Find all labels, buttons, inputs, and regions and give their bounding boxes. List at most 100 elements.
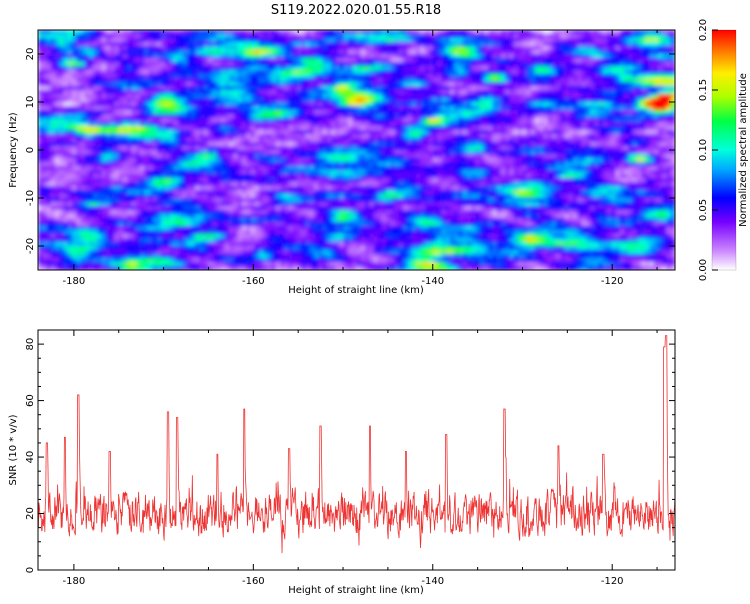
heatmap-cell (437, 54, 443, 59)
heatmap-cell (658, 146, 663, 151)
heatmap-cell (551, 70, 557, 75)
heatmap-cell (54, 54, 60, 59)
heatmap-cell (169, 102, 175, 107)
heatmap-cell (624, 54, 629, 59)
heatmap-cell (148, 42, 154, 47)
heatmap-cell (348, 98, 353, 103)
heatmap-cell (505, 86, 510, 91)
heatmap-cell (348, 86, 353, 91)
heatmap-cell (590, 62, 595, 67)
heatmap-cell (496, 70, 502, 75)
heatmap-cell (386, 82, 392, 87)
heatmap-cell (271, 130, 277, 135)
heatmap-cell (292, 110, 298, 115)
heatmap-cell (224, 42, 230, 47)
heatmap-cell (67, 54, 73, 59)
heatmap-cell (186, 118, 192, 123)
heatmap-cell (420, 102, 426, 107)
heatmap-cell (203, 150, 209, 155)
heatmap-cell (432, 130, 438, 135)
heatmap-cell (71, 34, 77, 39)
heatmap-cell (403, 106, 409, 111)
heatmap-cell (275, 138, 281, 143)
heatmap-cell (415, 54, 421, 59)
heatmap-cell (653, 158, 659, 163)
heatmap-cell (131, 74, 137, 79)
heatmap-cell (517, 122, 523, 127)
heatmap-cell (288, 134, 294, 139)
heatmap-cell (628, 102, 634, 107)
heatmap-cell (602, 66, 608, 71)
heatmap-cell (224, 38, 230, 43)
heatmap-cell (42, 126, 48, 131)
heatmap-cell (466, 58, 472, 63)
heatmap-cell (577, 138, 583, 143)
heatmap-cell (432, 102, 438, 107)
heatmap-cell (88, 158, 94, 163)
heatmap-cell (241, 58, 247, 63)
heatmap-cell (297, 130, 302, 135)
heatmap-cell (407, 142, 413, 147)
heatmap-cell (173, 38, 179, 43)
heatmap-cell (178, 74, 183, 79)
heatmap-cell (156, 74, 162, 79)
heatmap-cell (127, 62, 133, 67)
heatmap-cell (666, 38, 672, 43)
heatmap-cell (139, 34, 145, 39)
heatmap-cell (114, 134, 120, 139)
heatmap-cell (628, 98, 634, 103)
heatmap-cell (80, 66, 86, 71)
heatmap-cell (203, 154, 209, 159)
heatmap-cell (381, 98, 387, 103)
heatmap-cell (186, 62, 192, 67)
heatmap-cell (534, 126, 540, 131)
heatmap-cell (144, 122, 150, 127)
heatmap-cell (500, 42, 506, 47)
heatmap-cell (666, 34, 672, 39)
heatmap-cell (624, 154, 629, 159)
heatmap-cell (305, 82, 311, 87)
heatmap-cell (352, 110, 358, 115)
heatmap-cell (335, 54, 341, 59)
heatmap-cell (611, 82, 617, 87)
heatmap-cell (139, 94, 145, 99)
heatmap-cell (496, 90, 502, 95)
heatmap-cell (190, 58, 196, 63)
heatmap-cell (233, 138, 239, 143)
heatmap-cell (246, 126, 251, 131)
heatmap-cell (649, 158, 655, 163)
heatmap-cell (118, 70, 124, 75)
heatmap-cell (628, 150, 634, 155)
heatmap-cell (131, 102, 137, 107)
heatmap-cell (509, 78, 515, 83)
heatmap-cell (628, 142, 634, 147)
heatmap-cell (483, 62, 489, 67)
heatmap-cell (318, 90, 324, 95)
heatmap-cell (203, 114, 209, 119)
heatmap-cell (594, 70, 600, 75)
heatmap-cell (577, 50, 583, 55)
heatmap-cell (50, 58, 56, 63)
heatmap-cell (173, 122, 179, 127)
heatmap-cell (190, 106, 196, 111)
heatmap-cell (475, 58, 481, 63)
heatmap-cell (356, 134, 362, 139)
heatmap-cell (462, 98, 468, 103)
heatmap-cell (598, 38, 604, 43)
heatmap-cell (50, 86, 56, 91)
heatmap-cell (224, 126, 230, 131)
heatmap-cell (585, 62, 591, 67)
heatmap-cell (632, 114, 638, 119)
heatmap-cell (373, 154, 379, 159)
heatmap-cell (169, 42, 175, 47)
heatmap-cell (602, 98, 608, 103)
heatmap-cell (80, 106, 86, 111)
heatmap-cell (543, 82, 549, 87)
heatmap-cell (186, 114, 192, 119)
heatmap-cell (598, 30, 604, 35)
heatmap-cell (500, 74, 506, 79)
heatmap-cell (432, 58, 438, 63)
heatmap-cell (80, 86, 86, 91)
heatmap-cell (641, 38, 646, 43)
heatmap-cell (530, 146, 536, 151)
